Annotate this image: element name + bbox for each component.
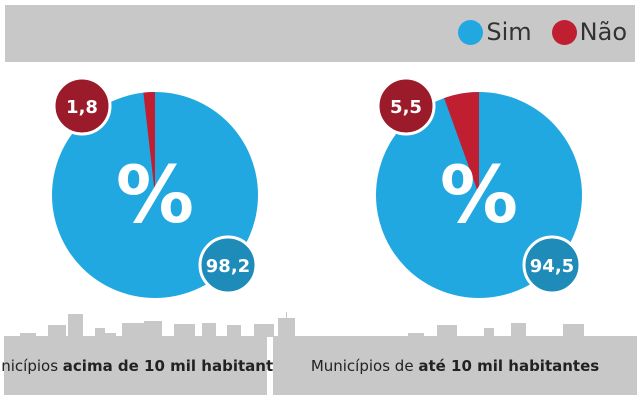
badge-nao	[376, 76, 436, 136]
panel-right: Municípios de até 10 mil habitantes	[273, 336, 637, 395]
panel-right-text: Municípios de	[310, 356, 414, 375]
badge-nao-label: 5,5	[390, 97, 422, 118]
panel-left-bold: acima de 10 mil habitantes	[62, 356, 293, 375]
badge-nao-label: 1,8	[66, 97, 98, 118]
skyline-left	[20, 312, 295, 337]
skyline-right	[408, 323, 584, 337]
legend-swatch-nao	[551, 19, 577, 45]
legend-bar: Sim Não	[5, 5, 635, 62]
panel-left: Municípios acima de 10 mil habitantes	[0, 336, 292, 395]
pie-slice-nao	[143, 92, 155, 195]
legend-label-nao: Não	[579, 18, 627, 46]
legend-item-nao: Não	[551, 18, 627, 46]
badge-sim-label: 94,5	[530, 256, 574, 277]
panel-right-bold: até 10 mil habitantes	[418, 356, 600, 375]
badge-sim	[522, 235, 582, 295]
badge-sim-label: 98,2	[206, 256, 250, 277]
legend-swatch-sim	[458, 19, 484, 45]
badge-nao	[52, 76, 112, 136]
percent-symbol: %	[116, 151, 194, 241]
legend: Sim Não	[438, 18, 627, 46]
percent-symbol: %	[440, 151, 518, 241]
legend-item-sim: Sim	[458, 18, 532, 46]
legend-label-sim: Sim	[486, 18, 532, 46]
badge-sim	[198, 235, 258, 295]
pie-slice-nao	[444, 92, 479, 195]
panel-left-text: Municípios	[0, 356, 59, 375]
